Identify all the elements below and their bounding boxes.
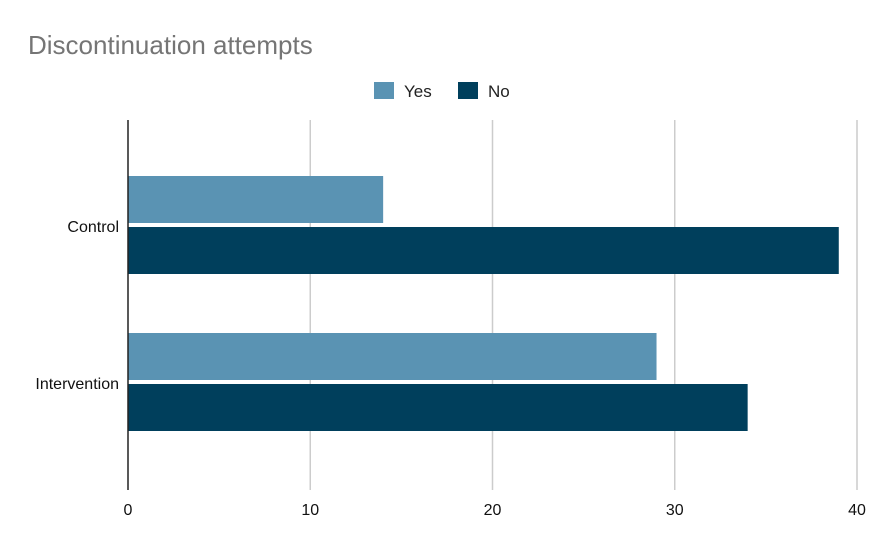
- x-axis-ticks: 0 10 20 30 40: [124, 502, 866, 519]
- bar-intervention-no: [128, 384, 748, 431]
- gridlines: [309, 120, 858, 490]
- category-label-intervention: Intervention: [35, 376, 119, 393]
- legend-swatch-yes: [374, 82, 394, 99]
- chart-title: Discontinuation attempts: [28, 30, 313, 60]
- legend: Yes No: [374, 82, 510, 101]
- legend-label-yes: Yes: [404, 82, 432, 101]
- x-tick-label-40: 40: [848, 502, 866, 519]
- legend-label-no: No: [488, 82, 510, 101]
- bar-control-no: [128, 227, 839, 274]
- bar-intervention-yes: [128, 333, 657, 380]
- bar-control-yes: [128, 176, 384, 223]
- legend-swatch-no: [458, 82, 478, 99]
- category-label-control: Control: [67, 219, 119, 236]
- bars: [128, 176, 839, 431]
- x-tick-label-20: 20: [484, 502, 502, 519]
- x-tick-label-0: 0: [124, 502, 133, 519]
- x-tick-label-30: 30: [666, 502, 684, 519]
- x-tick-label-10: 10: [301, 502, 319, 519]
